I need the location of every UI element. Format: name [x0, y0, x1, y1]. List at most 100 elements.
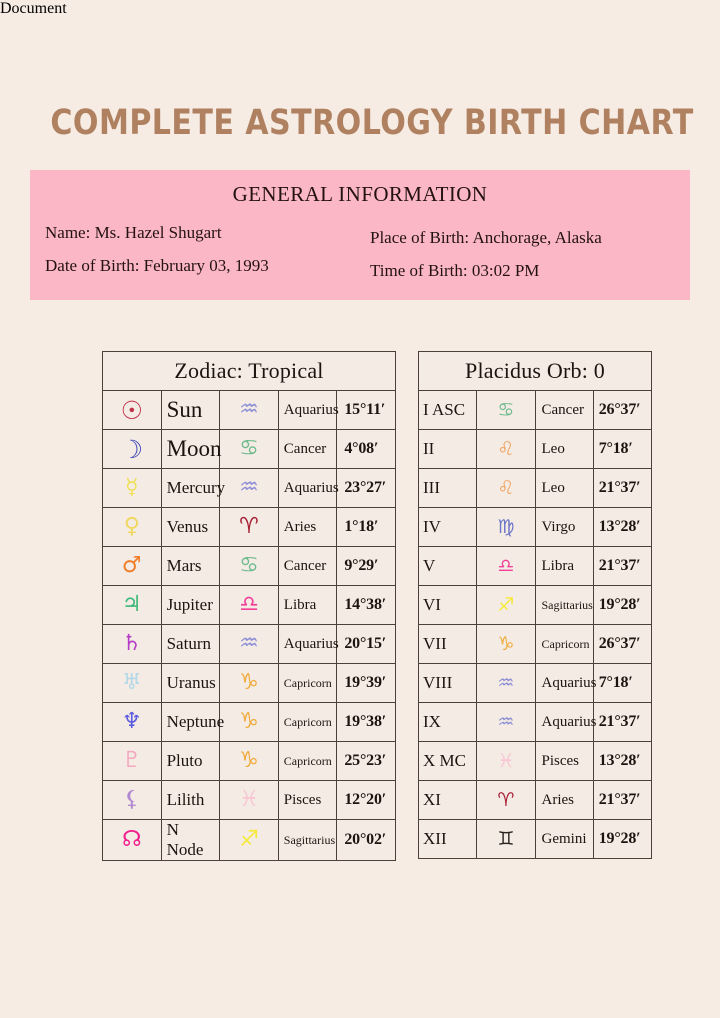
planet-name-cell: Pluto — [160, 741, 221, 781]
house-number-cell: VII — [417, 624, 478, 664]
planet-sign-glyph-cell: ♎ — [219, 585, 279, 625]
planet-sign: Cancer — [283, 558, 327, 574]
house-number: V — [423, 556, 436, 575]
planet-table-header: Zodiac: Tropical — [102, 351, 396, 391]
general-information-grid: Name: Ms. Hazel Shugart Date of Birth: F… — [30, 223, 690, 293]
house-sign-cell: Aquarius — [534, 702, 597, 742]
planet-name-cell: Neptune — [160, 702, 224, 742]
planet-glyph-cell: ⚸ — [102, 780, 162, 820]
planet-name: Neptune — [166, 712, 225, 731]
info-date-of-birth: Date of Birth: February 03, 1993 — [45, 256, 269, 275]
aquarius-symbol: ♒ — [239, 631, 259, 656]
aquarius-symbol: ♒ — [497, 671, 515, 694]
house-row: VII ♑ Capricorn 26°37′ — [417, 624, 653, 664]
house-number: VII — [423, 634, 447, 653]
house-sign-glyph-cell: ♋ — [476, 390, 536, 430]
planet-degree-cell: 25°23′ — [336, 741, 396, 781]
planet-name-cell: Sun — [160, 390, 221, 430]
aries-symbol: ♈ — [497, 788, 515, 811]
planet-degree: 15°11′ — [344, 401, 386, 418]
planet-row: ☿ Mercury ♒ Aquarius 23°27′ — [102, 468, 396, 508]
house-sign: Sagittarius — [541, 598, 593, 612]
cancer-symbol: ♋ — [239, 553, 259, 578]
leo-symbol: ♌ — [497, 437, 515, 460]
info-time-of-birth: Time of Birth: 03:02 PM — [370, 261, 540, 280]
planet-degree-cell: 9°29′ — [336, 546, 396, 586]
planet-sign-glyph-cell: ♑ — [219, 663, 279, 703]
info-place-of-birth: Place of Birth: Anchorage, Alaska — [370, 228, 602, 247]
planet-sign: Aquarius — [283, 636, 339, 652]
planet-sign-cell: Pisces — [277, 780, 338, 820]
cancer-symbol: ♋ — [497, 398, 515, 421]
planet-sign-cell: Aries — [277, 507, 338, 547]
planet-glyph-cell: ♀ — [102, 507, 162, 547]
planet-sign-cell: Capricorn — [277, 702, 338, 742]
house-degree-cell: 21°37′ — [592, 468, 653, 508]
house-degree-cell: 21°37′ — [592, 702, 653, 742]
planet-glyph-cell: ☉ — [102, 390, 162, 430]
house-degree: 26°37′ — [598, 635, 641, 652]
aquarius-symbol: ♒ — [497, 710, 515, 733]
house-sign-glyph-cell: ♓ — [476, 741, 536, 781]
house-number-cell: IV — [417, 507, 478, 547]
house-number-cell: II — [417, 429, 478, 469]
house-degree: 21°37′ — [598, 479, 641, 496]
planet-glyph-cell: ♂ — [102, 546, 162, 586]
planet-degree: 19°39′ — [344, 674, 387, 691]
planet-degree: 23°27′ — [344, 479, 387, 496]
aries-symbol: ♈ — [239, 514, 259, 539]
planet-degree: 14°38′ — [344, 596, 387, 613]
planet-sign-cell: Cancer — [277, 429, 338, 469]
house-number-cell: XI — [417, 780, 478, 820]
moon-symbol: ☽ — [120, 434, 143, 464]
house-sign-cell: Aries — [534, 780, 594, 820]
planet-sign-glyph-cell: ♐ — [219, 819, 279, 861]
house-row: I ASC ♋ Cancer 26°37′ — [417, 390, 653, 430]
planet-sign-cell: Aquarius — [277, 624, 339, 664]
planet-sign-glyph-cell: ♑ — [219, 741, 279, 781]
planet-degree: 4°08′ — [344, 440, 379, 457]
planet-row: ♇ Pluto ♑ Capricorn 25°23′ — [102, 741, 396, 781]
planet-degree-cell: 12°20′ — [336, 780, 396, 820]
planet-sign-glyph-cell: ♒ — [219, 468, 279, 508]
house-sign: Leo — [541, 441, 565, 457]
house-number: VI — [423, 595, 441, 614]
planet-degree-cell: 19°38′ — [336, 702, 396, 742]
planet-name-cell: Saturn — [160, 624, 221, 664]
planet-degree: 9°29′ — [344, 557, 379, 574]
virgo-symbol: ♍ — [497, 515, 515, 538]
venus-symbol: ♀ — [123, 514, 140, 539]
planet-glyph-cell: ♄ — [102, 624, 162, 664]
house-sign-cell: Libra — [534, 546, 594, 586]
planet-degree: 19°38′ — [344, 713, 387, 730]
planet-row: ♂ Mars ♋ Cancer 9°29′ — [102, 546, 396, 586]
info-name: Name: Ms. Hazel Shugart — [45, 223, 222, 242]
planet-sign-cell: Capricorn — [277, 741, 338, 781]
house-sign-cell: Sagittarius — [534, 585, 594, 625]
planet-name: Lilith — [166, 790, 205, 809]
house-sign-cell: Virgo — [534, 507, 594, 547]
planet-row: ♀ Venus ♈ Aries 1°18′ — [102, 507, 396, 547]
house-sign: Libra — [541, 558, 574, 574]
planet-name: Sun — [166, 397, 203, 422]
lilith-symbol: ⚸ — [123, 787, 140, 812]
planet-row: ♆ Neptune ♑ Capricorn 19°38′ — [102, 702, 396, 742]
planet-sign: Pisces — [283, 792, 322, 808]
planet-row: ♄ Saturn ♒ Aquarius 20°15′ — [102, 624, 396, 664]
aquarius-symbol: ♒ — [239, 475, 259, 500]
planet-sign-glyph-cell: ♋ — [219, 429, 279, 469]
house-sign-cell: Leo — [534, 429, 594, 469]
planet-row: ☉ Sun ♒ Aquarius 15°11′ — [102, 390, 396, 430]
planet-name-cell: Mars — [160, 546, 221, 586]
planet-sign: Aquarius — [283, 402, 339, 418]
gemini-symbol: ♊ — [497, 827, 515, 850]
house-row: XI ♈ Aries 21°37′ — [417, 780, 653, 820]
pisces-symbol: ♓ — [239, 787, 259, 812]
house-degree-cell: 7°18′ — [592, 429, 653, 469]
planet-name-cell: Moon — [160, 429, 222, 469]
planet-degree-cell: 1°18′ — [336, 507, 396, 547]
capricorn-symbol: ♑ — [239, 670, 259, 695]
house-table-body: I ASC ♋ Cancer 26°37′ II ♌ Leo 7°18′ III ♌ Leo 21°3… — [417, 390, 653, 859]
planet-table-body: ☉ Sun ♒ Aquarius 15°11′ ☽ Moon ♋ Cancer 4°08′ ☿ Mer… — [102, 390, 396, 861]
house-row: VI ♐ Sagittarius 19°28′ — [417, 585, 653, 625]
